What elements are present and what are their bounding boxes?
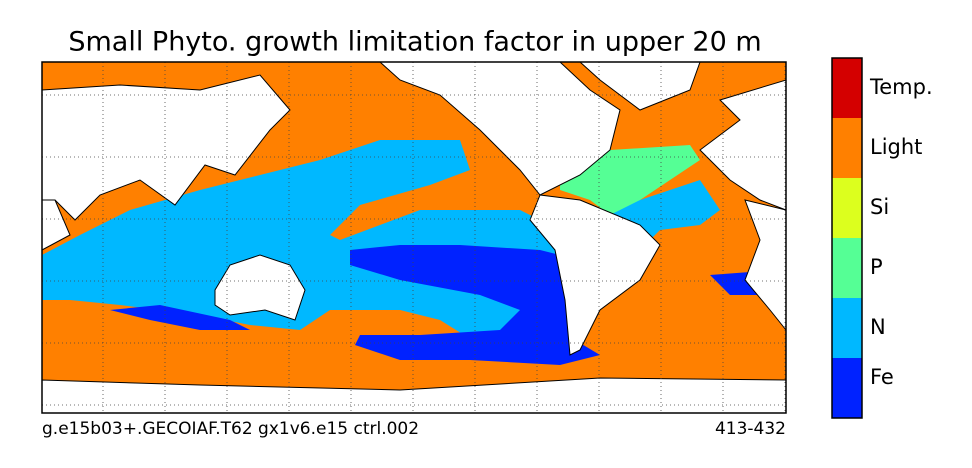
- colorbar-label: Temp.: [869, 75, 933, 99]
- colorbar-swatch: [832, 58, 862, 118]
- map: [41, 61, 787, 414]
- land: [529, 194, 661, 356]
- colorbar-label: P: [870, 255, 883, 279]
- year-range: 413-432: [715, 419, 786, 439]
- colorbar-frame: [831, 57, 863, 419]
- colorbar-swatch: [832, 238, 862, 298]
- colorbar-swatch: [832, 358, 862, 418]
- fe-limited-region: [110, 305, 250, 330]
- colorbar-swatch: [832, 298, 862, 358]
- colorbar-label: Light: [870, 135, 922, 159]
- colorbar-swatch: [832, 118, 862, 178]
- colorbar-swatch: [832, 178, 862, 238]
- colorbar-label: Si: [870, 195, 889, 219]
- land: [41, 74, 291, 221]
- graticule: [42, 62, 786, 413]
- land: [214, 254, 306, 321]
- colorbar-label: N: [870, 315, 886, 339]
- land: [378, 61, 621, 196]
- map-title: Small Phyto. growth limitation factor in…: [68, 27, 761, 58]
- run-id: g.e15b03+.GECOIAF.T62 gx1v6.e15 ctrl.002: [42, 419, 419, 439]
- map-frame: [41, 61, 787, 414]
- n-limited-region: [42, 140, 570, 350]
- fe-limited-region: [350, 245, 600, 365]
- colorbar: Temp. Light Si P N Fe: [831, 57, 933, 419]
- colorbar-label: Fe: [870, 365, 894, 389]
